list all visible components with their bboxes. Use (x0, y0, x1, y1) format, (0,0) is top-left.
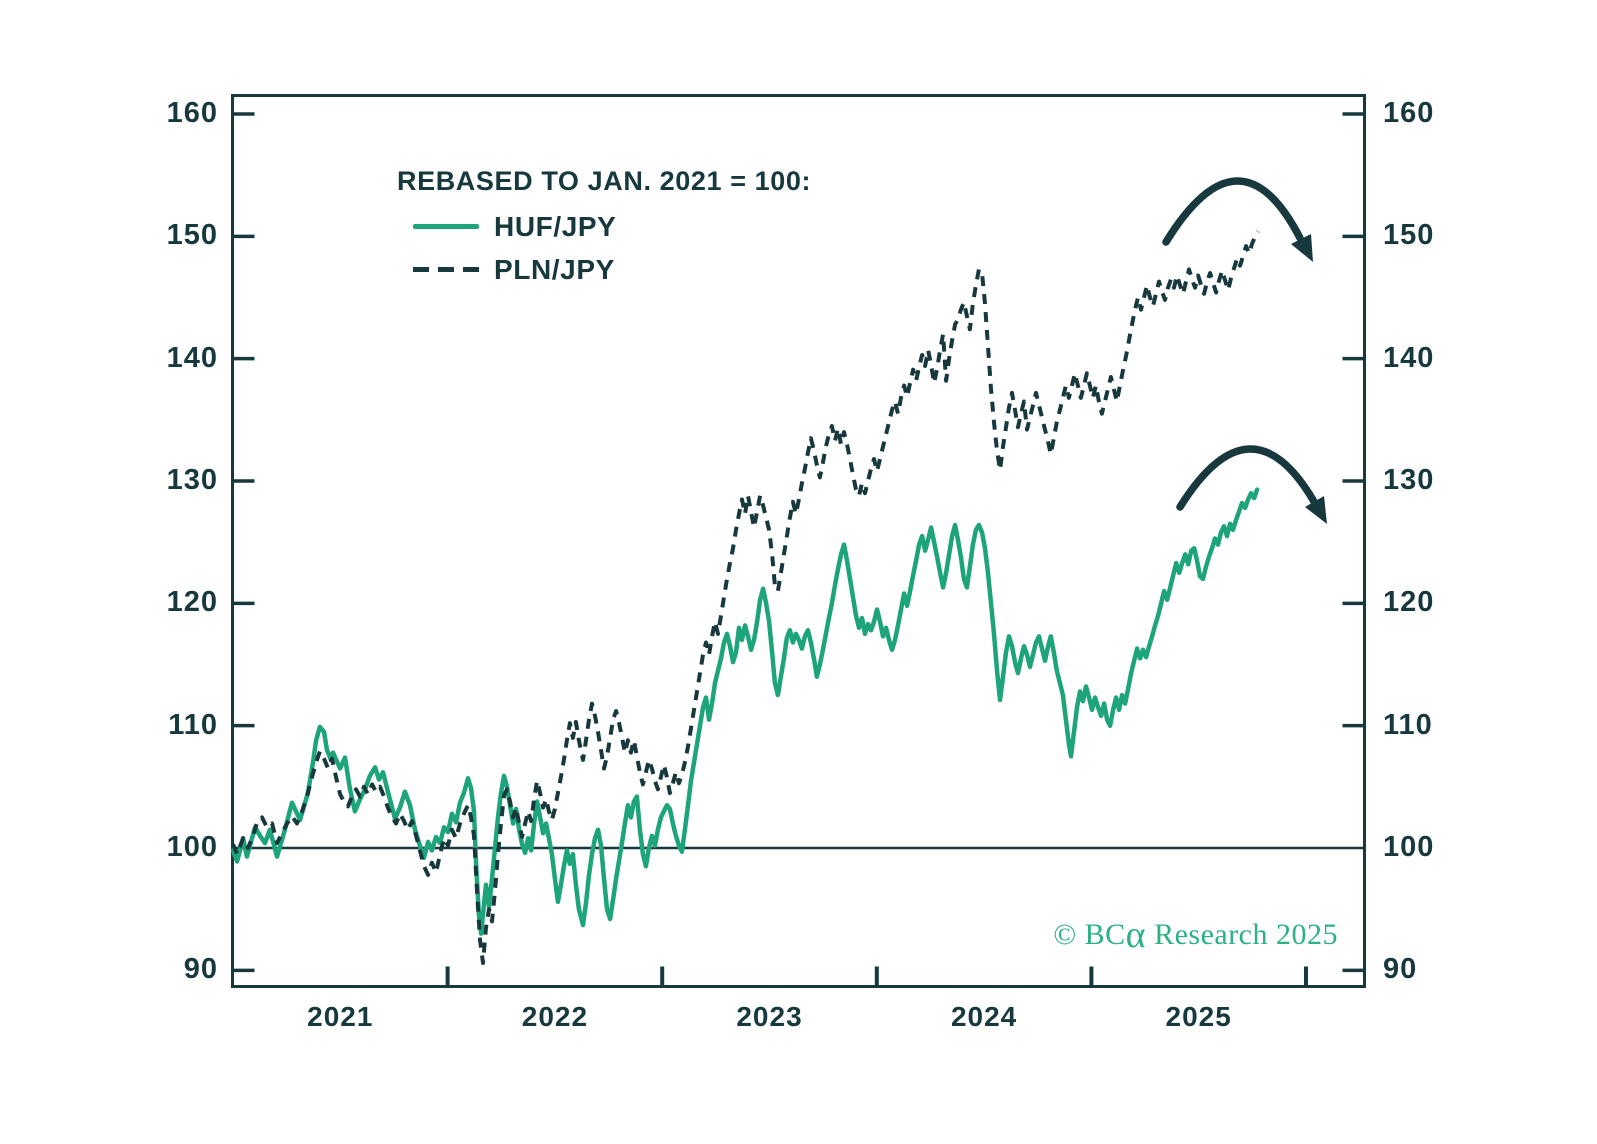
pln-rollover-arrow (1162, 177, 1304, 246)
copyright-suffix: Research 2025 (1146, 918, 1338, 951)
copyright-prefix: © BC (1053, 918, 1126, 951)
y-axis-label-right: 120 (1383, 586, 1435, 619)
y-axis-label-right: 150 (1383, 219, 1435, 252)
series-line-pln-jpy (231, 230, 1260, 965)
x-axis-label: 2025 (1165, 1001, 1232, 1032)
x-axis-label: 2022 (521, 1001, 589, 1032)
huf-rollover-arrow (1176, 445, 1320, 511)
x-axis-label: 2024 (950, 1001, 1018, 1032)
y-axis-label-left: 140 (166, 341, 218, 374)
y-axis-label-left: 130 (166, 463, 218, 496)
x-axis-label: 2023 (736, 1001, 803, 1032)
y-axis-label-left: 110 (168, 708, 218, 741)
plot-border (231, 94, 1366, 988)
y-axis-label-right: 100 (1383, 830, 1435, 863)
y-axis-label-left: 90 (183, 953, 218, 986)
legend-title: REBASED TO JAN. 2021 = 100: (397, 166, 812, 196)
legend-label-huf-jpy: HUF/JPY (494, 210, 617, 242)
legend-label-pln-jpy: PLN/JPY (494, 253, 615, 285)
y-axis-label-right: 130 (1383, 463, 1435, 496)
chart-plot-area (230, 94, 1366, 988)
y-axis-label-left: 160 (166, 96, 218, 129)
y-axis-label-right: 140 (1383, 341, 1435, 374)
copyright-notice: © BCα Research 2025 (1010, 916, 1338, 954)
huf-jpy-line-swatch-icon (413, 224, 479, 229)
pln-rollover-arrowhead-icon (1291, 234, 1313, 262)
legend-item-huf-jpy: HUF/JPY (397, 205, 811, 248)
y-axis-label-right: 160 (1383, 96, 1435, 129)
y-axis-label-right: 90 (1383, 953, 1418, 986)
legend-item-pln-jpy: PLN/JPY (397, 248, 811, 291)
bca-alpha-glyph: α (1125, 914, 1147, 956)
y-axis-label-left: 150 (166, 219, 218, 252)
legend: REBASED TO JAN. 2021 = 100: HUF/JPY PLN/… (397, 166, 811, 291)
pln-jpy-line-swatch-icon (413, 267, 479, 272)
y-axis-label-left: 100 (166, 830, 218, 863)
y-axis-label-right: 110 (1383, 708, 1433, 741)
x-axis-label: 2021 (307, 1001, 374, 1032)
huf-rollover-arrowhead-icon (1305, 496, 1327, 524)
y-axis-label-left: 120 (166, 586, 218, 619)
series-line-huf-jpy (230, 487, 1260, 936)
